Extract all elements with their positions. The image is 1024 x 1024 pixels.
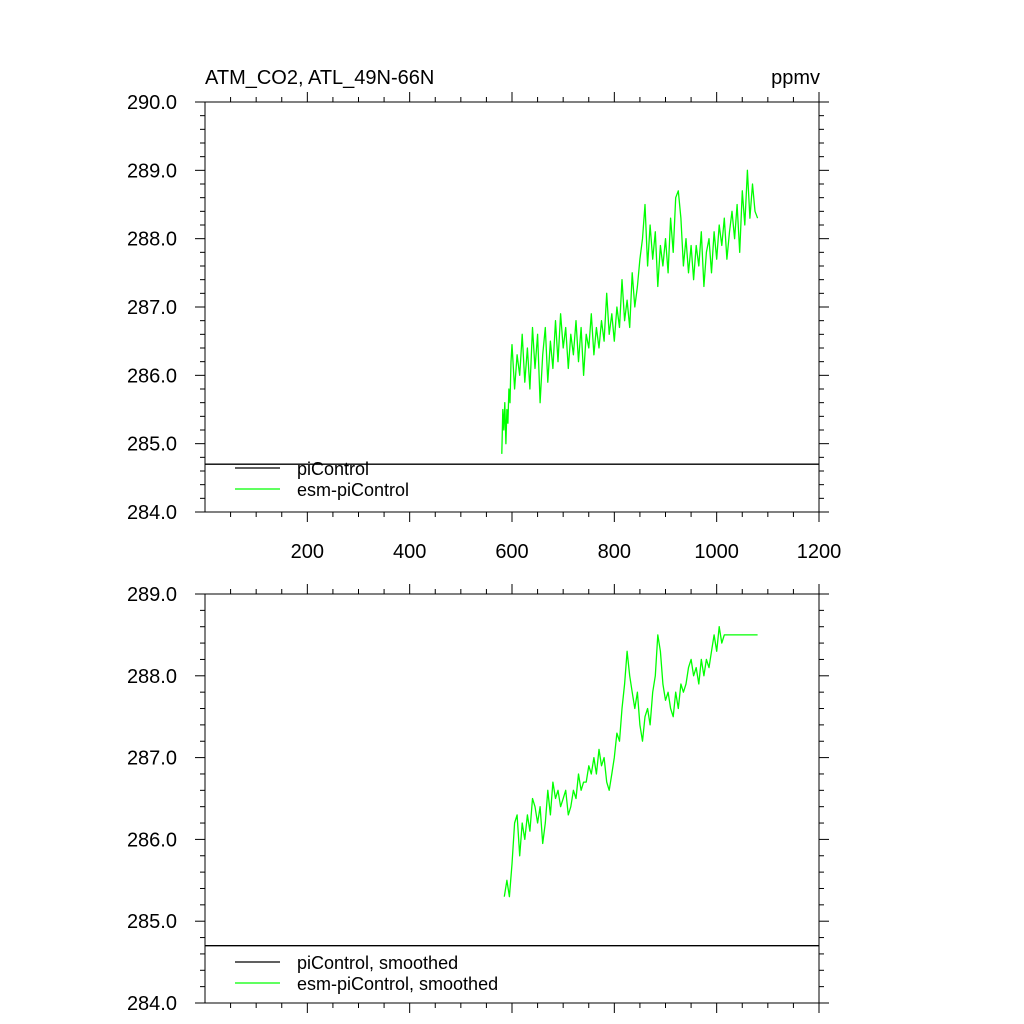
y-tick-label: 289.0 (127, 160, 177, 182)
x-tick-label: 600 (495, 541, 528, 563)
top-panel: ATM_CO2, ATL_49N-66N ppmv 200 400 600 800 10… (127, 67, 841, 563)
x-tick-label: 400 (393, 541, 426, 563)
series-line-esm-picontrol-smoothed (503, 626, 758, 898)
legend-label-esm-picontrol-smoothed: esm-piControl, smoothed (297, 974, 498, 994)
legend-label-picontrol: piControl (297, 459, 369, 479)
x-tick-label: 1000 (694, 541, 739, 563)
x-tick-label: 200 (291, 541, 324, 563)
y-tick-label: 288.0 (127, 229, 177, 251)
series-line-esm-picontrol (501, 169, 759, 454)
bottom-panel: 284.0 285.0 286.0 287.0 288.0 289.0 piControl… (127, 584, 829, 1015)
legend-label-picontrol-smoothed: piControl, smoothed (297, 953, 458, 973)
units-label: ppmv (771, 67, 820, 89)
y-tick-label: 290.0 (127, 92, 177, 114)
x-tick-label: 1200 (797, 541, 842, 563)
y-tick-label: 288.0 (127, 666, 177, 688)
y-tick-label: 287.0 (127, 748, 177, 770)
y-tick-label: 289.0 (127, 584, 177, 606)
chart-title: ATM_CO2, ATL_49N-66N (205, 67, 434, 89)
y-tick-label: 285.0 (127, 911, 177, 933)
y-tick-label: 284.0 (127, 993, 177, 1015)
y-tick-label: 286.0 (127, 365, 177, 387)
legend: piControl esm-piControl (235, 459, 409, 500)
x-tick-label: 800 (598, 541, 631, 563)
y-tick-label: 287.0 (127, 297, 177, 319)
y-tick-label: 286.0 (127, 829, 177, 851)
plot-frame (204, 593, 820, 1004)
y-tick-label: 285.0 (127, 434, 177, 456)
legend-label-esm-picontrol: esm-piControl (297, 480, 409, 500)
y-tick-label: 284.0 (127, 502, 177, 524)
plot-frame (204, 101, 820, 513)
legend: piControl, smoothed esm-piControl, smoot… (235, 953, 498, 994)
